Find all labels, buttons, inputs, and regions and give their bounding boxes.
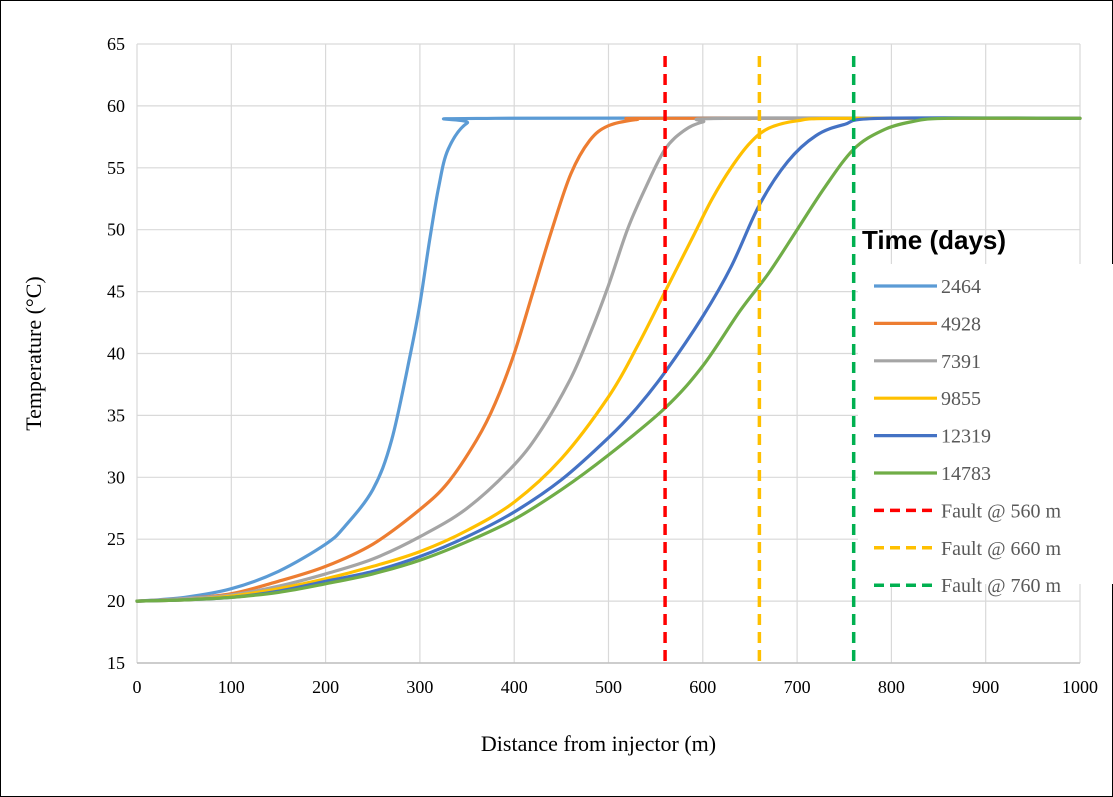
legend-background	[858, 264, 1113, 584]
x-tick-label: 300	[406, 677, 433, 697]
y-tick-label: 65	[107, 34, 125, 54]
y-tick-label: 30	[107, 467, 125, 487]
x-tick-label: 500	[595, 677, 622, 697]
legend-label: Fault @ 560 m	[941, 500, 1062, 522]
legend: Time (days) 2464 4928 7391 9855 12319 14783 Fa…	[858, 225, 1113, 597]
y-tick-label: 60	[107, 96, 125, 116]
x-tick-label: 200	[312, 677, 339, 697]
y-tick-label: 35	[107, 405, 125, 425]
y-tick-label: 25	[107, 529, 125, 549]
x-tick-label: 0	[133, 677, 142, 697]
fault-lines	[665, 56, 854, 663]
x-tick-label: 700	[784, 677, 811, 697]
legend-label: 12319	[941, 426, 991, 448]
legend-label: 9855	[941, 388, 981, 410]
x-tick-label: 400	[501, 677, 528, 697]
y-tick-label: 45	[107, 282, 125, 302]
x-tick-label: 1000	[1062, 677, 1098, 697]
y-tick-label: 20	[107, 591, 125, 611]
legend-label: Fault @ 760 m	[941, 575, 1062, 597]
legend-label: 2464	[941, 276, 981, 298]
legend-label: 4928	[941, 313, 981, 335]
legend-title: Time (days)	[862, 225, 1006, 255]
legend-label: 7391	[941, 351, 981, 373]
y-axis-title: Temperature (°C)	[21, 276, 46, 430]
x-tick-label: 800	[878, 677, 905, 697]
legend-label: 14783	[941, 463, 991, 485]
x-tick-label: 600	[689, 677, 716, 697]
x-axis-title: Distance from injector (m)	[481, 731, 716, 756]
y-tick-label: 50	[107, 220, 125, 240]
y-tick-label: 55	[107, 158, 125, 178]
y-tick-label: 15	[107, 653, 125, 673]
x-tick-label: 900	[972, 677, 999, 697]
x-tick-label: 100	[218, 677, 245, 697]
legend-label: Fault @ 660 m	[941, 538, 1062, 560]
y-tick-label: 40	[107, 344, 125, 364]
